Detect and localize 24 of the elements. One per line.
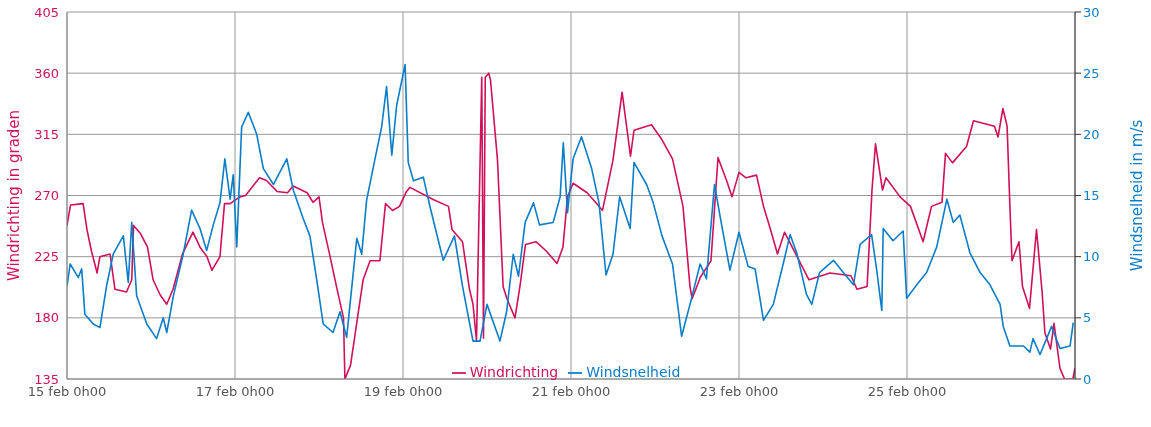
y2-tick-label: 15 [1083,188,1100,204]
x-tick-label: 25 feb 0h00 [867,384,947,400]
y-tick-label: 180 [34,310,59,326]
y2-axis-title: Windsnelheid in m/s [1128,119,1147,272]
x-tick-label: 23 feb 0h00 [699,384,779,400]
x-tick-label: 15 feb 0h00 [27,384,107,400]
y2-tick-label: 25 [1083,65,1100,81]
x-tick-label: 19 feb 0h00 [363,384,443,400]
y-tick-label: 315 [34,126,59,142]
y-axis-title: Windrichting in graden [5,109,24,282]
y-tick-label: 405 [34,4,59,20]
y-tick-label: 225 [34,249,59,265]
legend-label: Windrichting [469,364,559,380]
y-tick-label: 270 [34,188,59,204]
x-tick-label: 21 feb 0h00 [531,384,611,400]
legend-label: Windsnelheid [586,364,681,380]
y-tick-label: 360 [34,65,59,81]
y2-tick-label: 5 [1083,310,1092,326]
y2-tick-label: 20 [1083,126,1100,142]
x-tick-label: 17 feb 0h00 [195,384,275,400]
y-tick-label: 135 [34,371,59,387]
y2-tick-label: 10 [1083,249,1100,265]
y2-tick-label: 0 [1083,371,1092,387]
y2-tick-label: 30 [1083,4,1100,20]
